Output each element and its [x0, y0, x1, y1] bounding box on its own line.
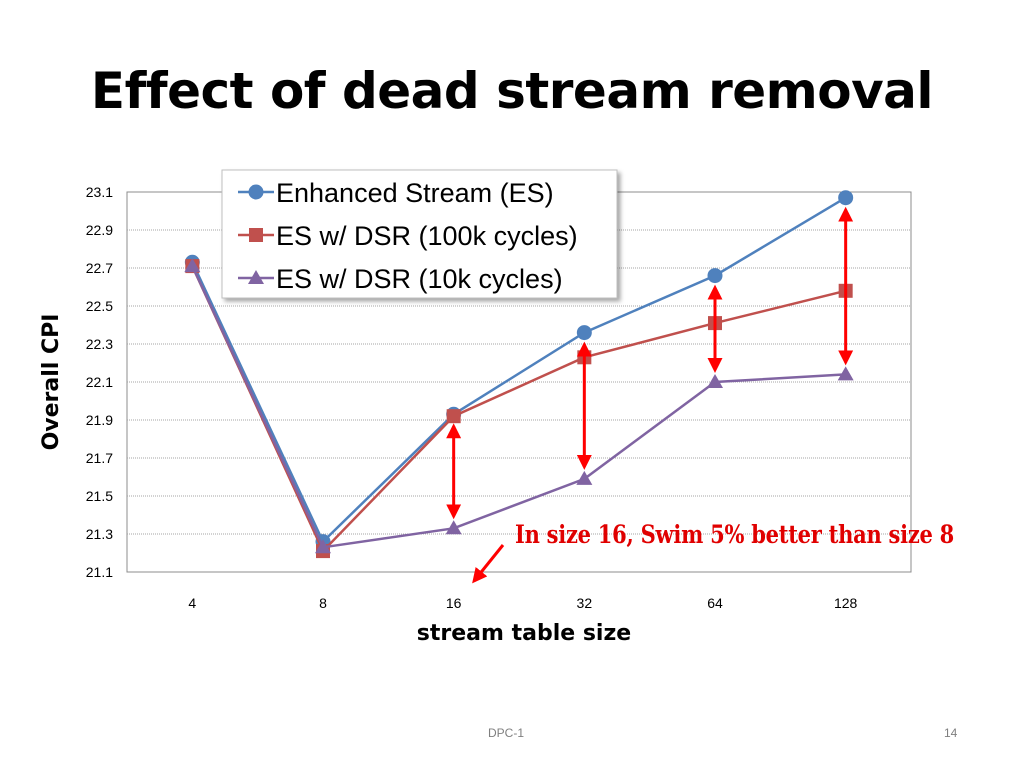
data-point	[707, 268, 723, 284]
x-tick-label: 32	[577, 595, 593, 611]
slide-title: Effect of dead stream removal	[90, 62, 934, 120]
legend-marker	[249, 228, 263, 242]
y-tick-label: 22.7	[86, 260, 113, 276]
series-3	[184, 258, 854, 554]
series-line	[191, 265, 846, 554]
legend-box	[221, 169, 618, 299]
footer-text: DPC-1	[488, 726, 525, 740]
x-tick-labels: 4 8 16 32 64 128	[188, 595, 857, 611]
x-tick-label: 64	[707, 595, 723, 611]
y-tick-label: 23.1	[86, 184, 113, 200]
y-tick-label: 22.5	[86, 298, 113, 314]
data-point	[184, 258, 201, 273]
page-number: 14	[944, 726, 958, 740]
legend: Enhanced Stream (ES) ES w/ DSR (100k cycl…	[221, 169, 618, 299]
data-point	[576, 470, 593, 485]
legend-marker	[248, 184, 264, 200]
difference-arrows	[446, 206, 854, 520]
y-tick-label: 21.9	[86, 412, 113, 428]
legend-item: ES w/ DSR (100k cycles)	[238, 221, 578, 251]
legend-marker	[248, 270, 264, 284]
x-tick-label: 16	[446, 595, 462, 611]
data-point	[837, 366, 854, 381]
y-tick-label: 21.7	[86, 450, 113, 466]
x-axis-label: stream table size	[417, 621, 631, 646]
x-tick-label: 8	[319, 595, 327, 611]
y-tick-labels: 21.1 21.3 21.5 21.7 21.9 22.1 22.3 22.5 22.7 22.9…	[86, 184, 113, 580]
y-tick-label: 21.5	[86, 488, 113, 504]
legend-item: ES w/ DSR (10k cycles)	[238, 264, 563, 294]
y-tick-label: 22.3	[86, 336, 113, 352]
data-point	[707, 374, 723, 388]
legend-label: Enhanced Stream (ES)	[276, 178, 554, 208]
data-point	[576, 325, 592, 341]
annotation-text: In size 16, Swim 5% better than size 8	[515, 520, 955, 549]
series-line	[191, 265, 846, 549]
x-tick-label: 128	[834, 595, 858, 611]
legend-label: ES w/ DSR (10k cycles)	[276, 264, 563, 294]
series-line	[191, 196, 847, 544]
y-tick-label: 21.1	[86, 564, 113, 580]
legend-label: ES w/ DSR (100k cycles)	[276, 221, 578, 251]
y-axis-label: Overall CPI	[39, 314, 64, 451]
data-point	[315, 539, 331, 554]
y-tick-label: 22.9	[86, 222, 113, 238]
legend-item: Enhanced Stream (ES)	[238, 178, 554, 208]
annotation-pointer-arrow	[472, 544, 505, 584]
data-point	[838, 190, 854, 206]
x-tick-label: 4	[188, 595, 196, 611]
y-tick-label: 21.3	[86, 526, 113, 542]
y-tick-label: 22.1	[86, 374, 113, 390]
data-point	[445, 520, 462, 535]
data-point	[446, 409, 461, 424]
